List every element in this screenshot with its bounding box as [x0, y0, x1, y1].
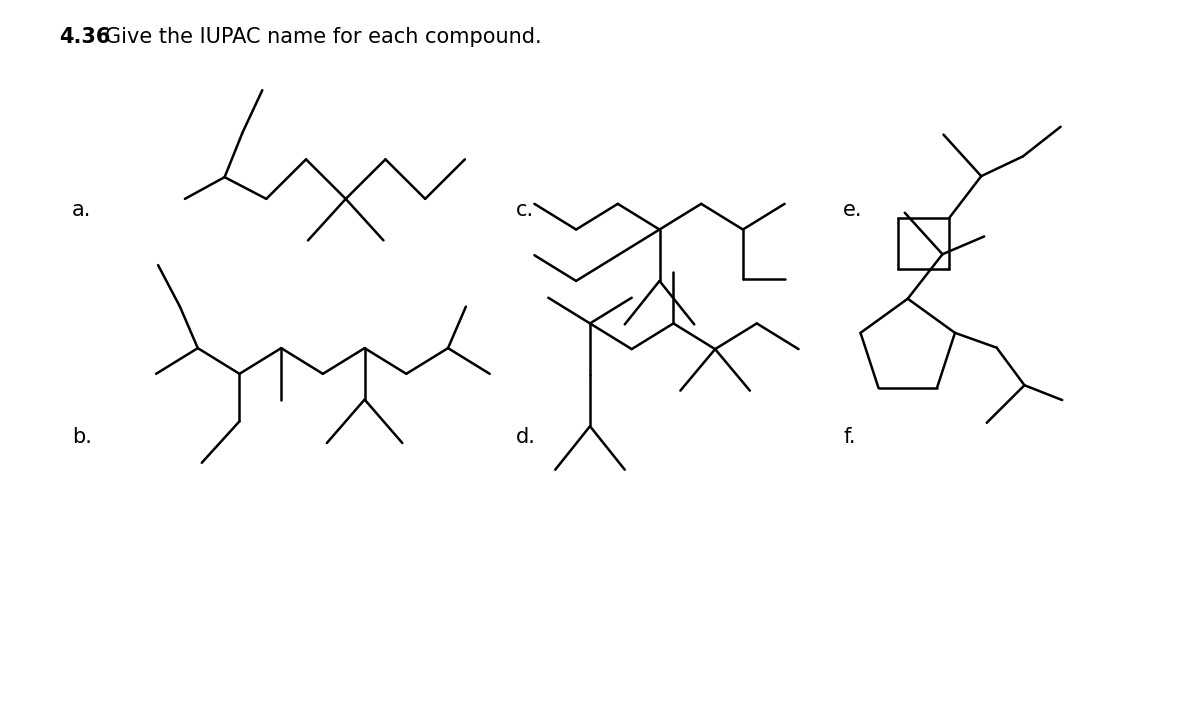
Text: e.: e.	[844, 200, 863, 220]
Text: a.: a.	[72, 200, 91, 220]
Text: 4.36: 4.36	[59, 27, 110, 47]
Text: c.: c.	[516, 200, 533, 220]
Text: Give the IUPAC name for each compound.: Give the IUPAC name for each compound.	[105, 27, 542, 47]
Text: d.: d.	[516, 427, 536, 447]
Text: f.: f.	[844, 427, 856, 447]
Text: b.: b.	[72, 427, 92, 447]
